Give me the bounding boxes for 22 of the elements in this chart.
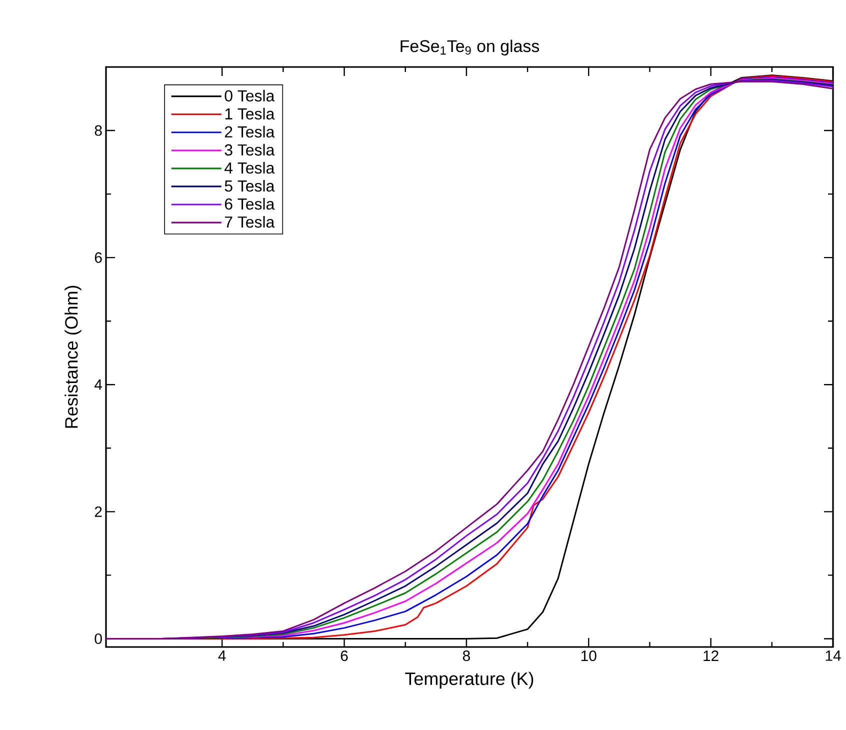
y-axis-title: Resistance (Ohm) <box>64 286 82 428</box>
y-tick-label: 0 <box>94 633 102 644</box>
x-tick-label: 10 <box>581 650 596 662</box>
legend-label: 2 Tesla <box>224 126 275 138</box>
y-tick-label: 4 <box>94 379 102 390</box>
legend-label: 6 Tesla <box>224 198 275 210</box>
y-tick-label: 2 <box>94 506 102 517</box>
x-tick-label: 6 <box>340 650 348 662</box>
x-tick-label: 14 <box>826 650 841 661</box>
legend-label: 1 Tesla <box>225 108 275 120</box>
legend-label: 7 Tesla <box>224 216 275 228</box>
legend-label: 5 Tesla <box>224 180 275 192</box>
x-tick-label: 8 <box>462 650 470 662</box>
y-tick-label: 8 <box>94 125 102 136</box>
x-tick-label: 4 <box>218 650 226 661</box>
chart-title: FeSe$_{1}$Te$_{9}$ on glass <box>400 40 540 56</box>
legend-label: 3 Tesla <box>224 144 275 156</box>
y-tick-label: 6 <box>94 252 102 263</box>
legend-label: 0 Tesla <box>224 90 275 102</box>
legend-label: 4 Tesla <box>224 162 275 174</box>
x-axis-title: Temperature (K) <box>405 672 534 689</box>
x-tick-label: 12 <box>704 650 718 661</box>
